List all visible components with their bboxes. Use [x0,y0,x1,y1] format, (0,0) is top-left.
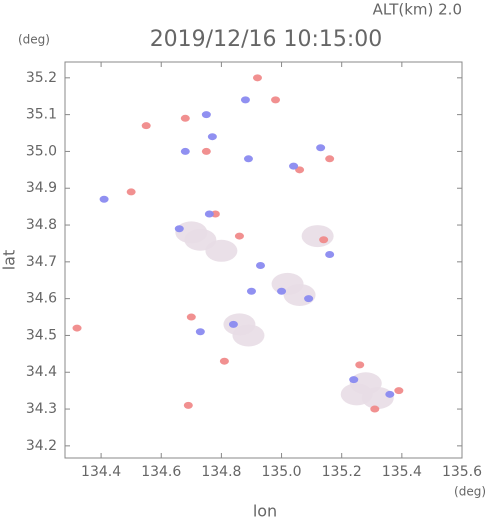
echo-point [316,144,326,152]
echo-area [205,239,238,262]
echo-point [99,195,109,203]
echo-point [186,313,196,321]
x-tick-label: 135.4 [382,464,422,480]
echo-area [271,272,304,295]
subtitle: ALT(km) 2.0 [373,1,462,19]
echo-area [175,221,208,244]
echo-point [201,147,211,155]
plot-frame [64,61,463,459]
x-unit: (deg) [454,485,486,499]
y-axis-label: lat [0,250,19,271]
echo-point [289,162,299,170]
y-tick-label: 34.7 [26,254,57,270]
echo-area [223,313,256,336]
echo-point [240,96,250,104]
x-axis-label: lon [253,502,277,521]
y-tick-label: 34.2 [26,438,57,454]
y-unit: (deg) [18,33,50,47]
echo-point [271,96,281,104]
echo-point [219,357,229,365]
echo-point [319,236,329,244]
echo-point [277,287,287,295]
echo-point [228,320,238,328]
x-tick-label: 135.6 [442,464,482,480]
y-tick-label: 34.4 [26,364,57,380]
echo-point [180,147,190,155]
echo-point [141,122,151,130]
y-tick-label: 34.5 [26,327,57,343]
echo-point [394,387,404,395]
y-tick-label: 34.6 [26,291,57,307]
echo-point [252,74,262,82]
echo-point [295,166,305,174]
x-tick-label: 134.8 [201,464,241,480]
echo-point [207,133,217,141]
echo-point [183,401,193,409]
y-tick-label: 34.9 [26,180,57,196]
echo-point [201,111,211,119]
echo-point [325,250,335,258]
y-tick-label: 35.2 [26,70,57,86]
echo-point [204,210,214,218]
y-tick-label: 35.0 [26,143,57,159]
x-tick-label: 134.6 [141,464,181,480]
x-tick-label: 135.0 [261,464,301,480]
echo-point [349,376,359,384]
echo-point [246,287,256,295]
echo-point [370,405,380,413]
echo-area [349,372,382,395]
echo-point [255,262,265,270]
echo-point [126,188,136,196]
echo-point [243,155,253,163]
echo-area [301,225,334,248]
echo-point [195,328,205,336]
x-tick-label: 135.2 [322,464,362,480]
chart-title: 2019/12/16 10:15:00 [150,27,383,52]
echo-point [304,295,314,303]
y-tick-label: 34.8 [26,217,57,233]
x-tick-label: 134.4 [81,464,121,480]
echo-point [325,155,335,163]
echo-point [180,114,190,122]
y-tick-label: 34.3 [26,401,57,417]
y-tick-label: 35.1 [26,107,57,123]
echo-point [355,361,365,369]
echo-point [72,324,82,332]
echo-point [385,390,395,398]
echo-point [234,232,244,240]
echo-point [174,225,184,233]
